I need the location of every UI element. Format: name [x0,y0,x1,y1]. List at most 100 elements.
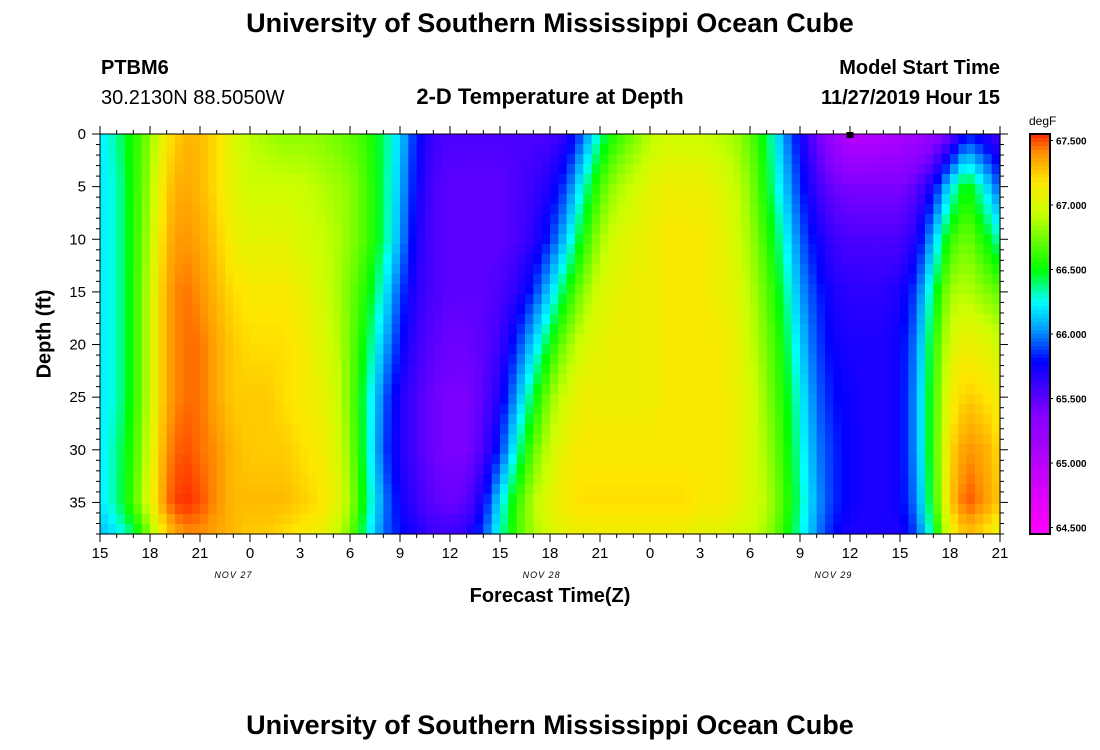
heatmap-cell [350,184,359,195]
heatmap-cell [816,504,826,515]
heatmap-cell [808,274,818,285]
heatmap-cell [175,144,184,155]
heatmap-cell [225,264,234,275]
heatmap-cell [458,334,468,345]
heatmap-cell [241,514,251,525]
heatmap-cell [841,404,851,415]
heatmap-cell [366,464,376,475]
colorbar-segment [1030,438,1050,443]
heatmap-cell [200,374,209,385]
heatmap-cell [883,524,893,535]
heatmap-cell [950,464,959,475]
heatmap-cell [225,244,234,255]
heatmap-cell [533,484,543,495]
heatmap-cell [116,134,126,145]
heatmap-cell [166,374,176,385]
heatmap-cell [558,384,568,395]
heatmap-cell [866,424,876,435]
heatmap-cell [300,164,309,175]
heatmap-cell [508,394,518,405]
heatmap-cell [941,494,951,505]
heatmap-cell [508,444,518,455]
heatmap-cell [800,314,809,325]
colorbar-segment [1030,526,1050,531]
heatmap-cell [116,374,126,385]
heatmap-cell [641,364,651,375]
heatmap-cell [533,354,543,365]
heatmap-cell [700,294,709,305]
heatmap-cell [525,324,534,335]
heatmap-cell [483,524,493,535]
heatmap-cell [350,344,359,355]
heatmap-cell [916,434,926,445]
colorbar-segment [1030,150,1050,155]
heatmap-cell [433,414,443,425]
heatmap-cell [100,304,109,315]
heatmap-cell [516,474,526,485]
plot-title: 2-D Temperature at Depth [416,84,684,109]
heatmap-cell [241,274,251,285]
heatmap-cell [883,184,893,195]
heatmap-cell [916,184,926,195]
heatmap-cell [991,154,1001,165]
heatmap-cell [966,324,976,335]
heatmap-cell [283,404,293,415]
heatmap-cell [566,244,576,255]
heatmap-cell [841,324,851,335]
heatmap-cell [175,504,184,515]
heatmap-cell [775,344,784,355]
heatmap-cell [441,484,451,495]
heatmap-cell [733,354,743,365]
heatmap-cell [325,514,334,525]
heatmap-cell [475,224,484,235]
heatmap-cell [608,394,618,405]
heatmap-cell [691,144,701,155]
heatmap-cell [408,364,418,375]
heatmap-cell [175,284,184,295]
heatmap-cell [408,344,418,355]
heatmap-cell [891,394,901,405]
heatmap-cell [800,274,809,285]
heatmap-cell [541,394,551,405]
heatmap-cell [175,274,184,285]
heatmap-cell [400,214,409,225]
heatmap-cell [100,174,109,185]
heatmap-cell [291,284,301,295]
heatmap-cell [983,224,993,235]
heatmap-cell [550,164,559,175]
colorbar-tick-label: 65.000 [1056,459,1087,470]
heatmap-cell [291,334,301,345]
heatmap-cell [700,214,709,225]
heatmap-cell [908,454,918,465]
heatmap-cell [316,514,326,525]
heatmap-cell [425,184,434,195]
heatmap-cell [833,494,843,505]
heatmap-cell [750,274,759,285]
heatmap-cell [783,194,793,205]
heatmap-cell [800,424,809,435]
heatmap-cell [983,284,993,295]
heatmap-cell [166,464,176,475]
heatmap-cell [333,264,343,275]
heatmap-cell [633,274,643,285]
heatmap-cell [475,314,484,325]
heatmap-cell [833,384,843,395]
heatmap-cell [875,204,884,215]
heatmap-cell [258,504,268,515]
heatmap-cell [141,134,151,145]
heatmap-cell [133,454,143,465]
heatmap-cell [641,424,651,435]
heatmap-cell [291,364,301,375]
heatmap-cell [158,514,168,525]
heatmap-cell [566,324,576,335]
heatmap-cell [450,494,459,505]
heatmap-cell [100,184,109,195]
heatmap-cell [691,484,701,495]
heatmap-cell [725,344,734,355]
heatmap-cell [233,254,243,265]
heatmap-cell [608,494,618,505]
heatmap-cell [500,354,509,365]
heatmap-cell [150,314,159,325]
heatmap-cell [925,524,934,535]
heatmap-cell [425,234,434,245]
